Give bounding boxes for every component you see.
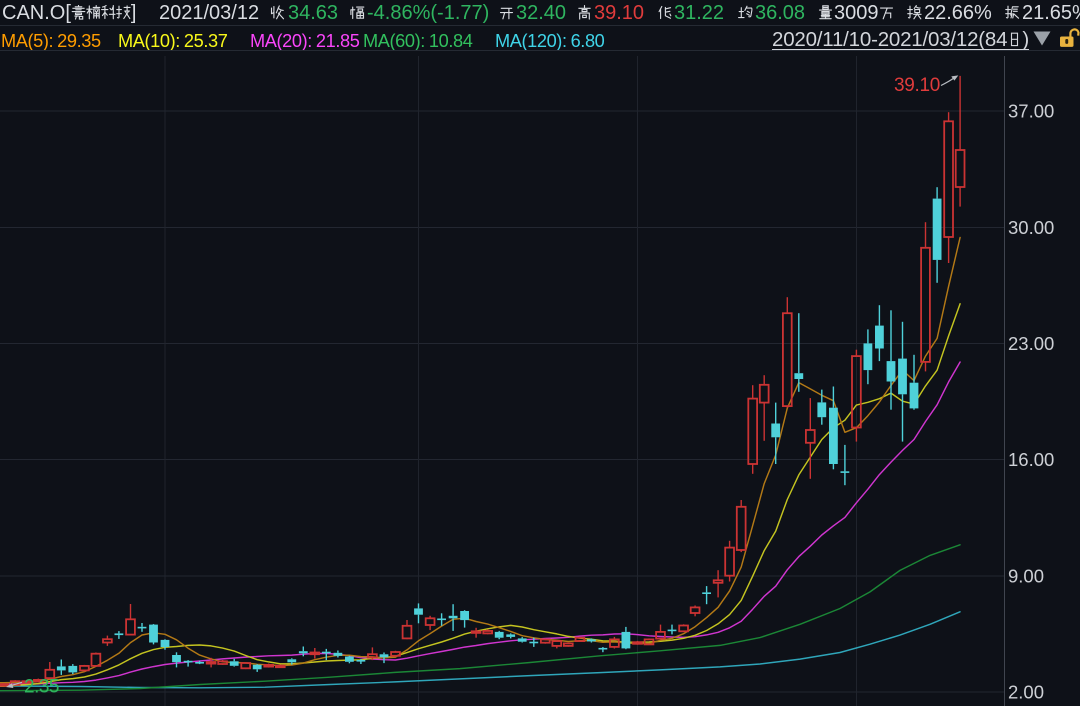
- svg-text:16.00: 16.00: [1008, 449, 1054, 470]
- svg-text:23.00: 23.00: [1008, 333, 1054, 354]
- svg-text:30.00: 30.00: [1008, 217, 1054, 238]
- svg-text:2.35: 2.35: [24, 677, 59, 698]
- svg-text:2.00: 2.00: [1008, 682, 1044, 703]
- svg-text:39.10: 39.10: [894, 75, 940, 96]
- svg-text:9.00: 9.00: [1008, 565, 1044, 586]
- svg-text:37.00: 37.00: [1008, 101, 1054, 122]
